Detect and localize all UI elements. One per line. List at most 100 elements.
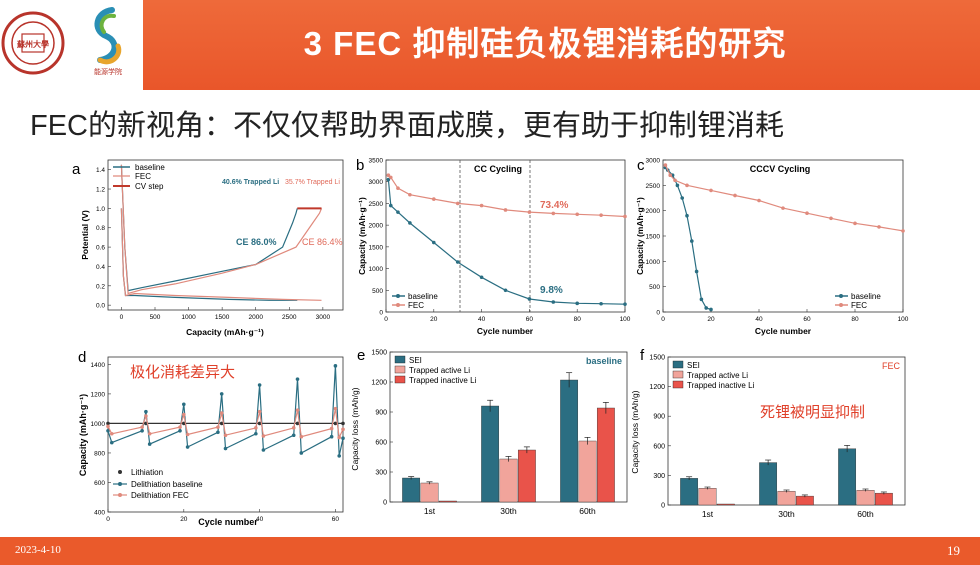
data-point xyxy=(527,297,532,301)
legend-trapped-inactive: Trapped inactive Li xyxy=(409,376,477,385)
data-point xyxy=(551,300,556,304)
data-point xyxy=(182,402,186,407)
footer-bar: 2023-4-10 19 xyxy=(0,537,980,565)
panel-d: d 400 600 800 1000 1200 1400 0 20 40 60 极化消耗差异大 L… xyxy=(78,349,345,527)
x-tick-label: 40 xyxy=(755,316,763,323)
data-point xyxy=(673,178,677,183)
y-tick-label: 0 xyxy=(379,310,383,317)
y-tick-label: 1000 xyxy=(369,266,384,273)
x-tick-label: 0 xyxy=(384,316,388,323)
title-bar: 蘇州大學 能源学院 3 FEC 抑制硅负极锂消耗的研究 xyxy=(0,0,980,90)
x-tick-label: 0 xyxy=(120,314,124,321)
bar-sei xyxy=(402,477,421,503)
data-point xyxy=(853,221,857,226)
data-point xyxy=(781,206,785,210)
data-point xyxy=(386,177,391,182)
data-point xyxy=(901,229,905,233)
y-tick-label: 1500 xyxy=(646,234,661,241)
legend-baseline: baseline xyxy=(851,292,881,301)
data-point xyxy=(388,203,393,208)
y-tick-label: 1000 xyxy=(646,259,661,266)
bar-trapped-active-li xyxy=(578,440,597,503)
data-point xyxy=(106,429,110,433)
y-tick-label: 1.2 xyxy=(96,187,105,194)
x-tick-label: 2500 xyxy=(282,314,297,321)
data-point xyxy=(675,183,680,188)
data-point xyxy=(877,225,881,229)
data-point xyxy=(182,412,186,417)
category-label: 1st xyxy=(424,506,436,516)
data-point xyxy=(147,431,152,436)
data-point xyxy=(699,297,704,302)
y-tick-label: 0.8 xyxy=(96,225,105,232)
y-tick-label: 300 xyxy=(653,473,665,480)
data-point xyxy=(333,364,338,368)
data-point xyxy=(329,426,334,431)
bar-trapped-inactive-li xyxy=(438,500,457,503)
panel-e-ylabel: Capacity loss (mAh/g) xyxy=(350,387,360,470)
y-tick-label: 0.2 xyxy=(96,283,105,290)
data-point xyxy=(599,213,603,217)
panel-b: b 0 500 1000 1500 2000 2500 3000 3500 0 20 40 60 80 1… xyxy=(356,157,631,336)
category-label: 30th xyxy=(778,509,795,519)
bar-sei xyxy=(838,448,857,506)
data-point xyxy=(295,421,300,426)
legend-fec: FEC xyxy=(851,301,867,310)
bar-trapped-active-li xyxy=(420,482,439,503)
x-tick-label: 80 xyxy=(851,316,859,323)
y-tick-label: 0.4 xyxy=(96,264,105,271)
data-point xyxy=(109,440,114,445)
data-point xyxy=(455,201,460,206)
panel-f-frame xyxy=(667,356,906,506)
data-point xyxy=(254,431,258,436)
x-tick-label: 2000 xyxy=(248,314,263,321)
panel-c-xlabel: Cycle number xyxy=(755,326,812,336)
data-point xyxy=(396,210,400,214)
y-tick-label: 3000 xyxy=(646,158,661,165)
annotation-ce-baseline: CE 86.0% xyxy=(236,237,277,247)
bar-sei xyxy=(560,379,579,503)
x-tick-label: 20 xyxy=(707,316,715,323)
y-tick-label: 1500 xyxy=(649,355,665,362)
page-title: 3 FEC 抑制硅负极锂消耗的研究 xyxy=(303,25,787,62)
data-point xyxy=(106,421,110,426)
data-point xyxy=(291,426,296,430)
data-point xyxy=(685,213,689,218)
x-tick-label: 20 xyxy=(430,316,438,323)
x-tick-label: 60 xyxy=(803,316,811,323)
svg-text:能源学院: 能源学院 xyxy=(94,67,122,76)
data-point xyxy=(341,421,345,426)
data-point xyxy=(144,409,148,414)
page-number: 19 xyxy=(947,543,960,558)
panel-e: e 0 300 600 900 1200 1500 1st 30th 60th baseline… xyxy=(350,347,628,516)
data-point xyxy=(704,306,708,310)
y-tick-label: 0 xyxy=(383,500,387,507)
data-point xyxy=(295,377,300,381)
y-tick-label: 1200 xyxy=(91,391,106,398)
slide-subtitle: FEC的新视角：不仅仅帮助界面成膜，更有助于抑制锂消耗 xyxy=(30,110,785,142)
data-point xyxy=(341,436,345,440)
category-label: 60th xyxy=(857,509,874,519)
data-point xyxy=(147,442,152,446)
data-point xyxy=(479,203,484,208)
data-point xyxy=(261,434,266,438)
x-tick-label: 60 xyxy=(332,516,340,523)
x-tick-label: 100 xyxy=(620,316,631,323)
x-tick-label: 40 xyxy=(256,516,264,523)
data-point xyxy=(144,414,148,418)
panel-b-ylabel: Capacity (mAh·g⁻¹) xyxy=(357,197,367,275)
y-tick-label: 600 xyxy=(375,440,387,447)
data-point xyxy=(690,239,694,243)
bar-trapped-inactive-li xyxy=(517,449,536,503)
data-point xyxy=(216,430,220,435)
data-point xyxy=(432,197,436,201)
y-tick-label: 1200 xyxy=(371,380,387,387)
panel-b-title: CC Cycling xyxy=(474,164,522,174)
annotation-dead-li: 死锂被明显抑制 xyxy=(760,404,865,421)
data-point xyxy=(599,301,603,306)
data-point xyxy=(333,406,338,411)
y-tick-label: 600 xyxy=(94,480,105,487)
panel-e-tag: baseline xyxy=(586,356,622,366)
data-point xyxy=(337,454,342,458)
data-point xyxy=(479,275,484,280)
